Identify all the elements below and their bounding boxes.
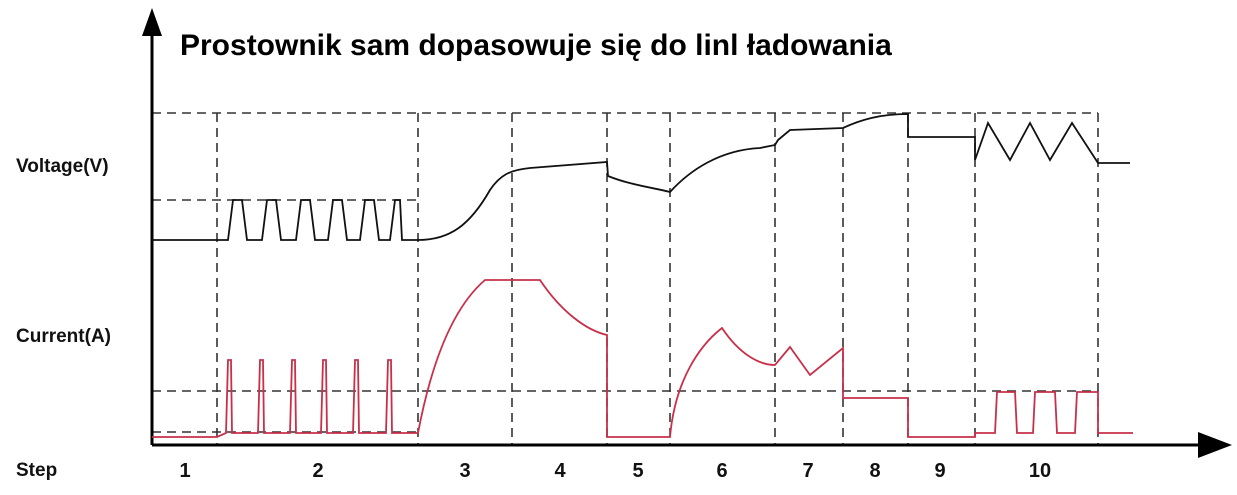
- step-label: 8: [869, 460, 880, 482]
- axes: [142, 8, 1232, 458]
- axis-label: Voltage(V): [16, 156, 109, 177]
- step-labels: 1 2 3 4 5 6 7 8 9 10: [179, 460, 1051, 482]
- step-label: 4: [554, 460, 566, 482]
- step-label: 1: [179, 460, 190, 482]
- step-label: 9: [934, 460, 945, 482]
- voltage-curve: [152, 113, 1130, 241]
- title: Prostownik sam dopasowuje się do linl ła…: [180, 29, 892, 62]
- arrow: [1198, 432, 1232, 458]
- step-label: 6: [716, 460, 727, 482]
- step-label: 3: [459, 460, 470, 482]
- axis-label: Current(A): [16, 326, 111, 347]
- step-label: 2: [312, 460, 323, 482]
- grid: [152, 112, 1099, 445]
- axis-label: Step: [16, 460, 57, 481]
- current-curve: [152, 279, 1133, 438]
- arrow: [142, 8, 162, 36]
- step-label: 5: [632, 460, 643, 482]
- step-label: 7: [802, 460, 813, 482]
- step-label: 10: [1029, 460, 1051, 482]
